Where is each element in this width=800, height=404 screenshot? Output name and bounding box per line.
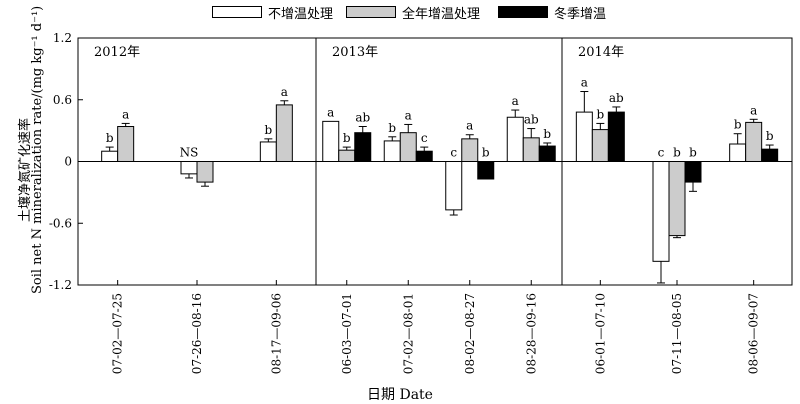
significance-label: b	[689, 146, 697, 160]
legend-swatch-unwarmed	[212, 6, 262, 18]
bar	[591, 129, 609, 163]
legend-swatch-yearround-warming	[346, 6, 396, 18]
significance-label: c	[450, 146, 457, 160]
bar	[354, 132, 372, 162]
significance-label: b	[343, 131, 351, 145]
bar	[338, 149, 356, 163]
significance-label: a	[281, 85, 288, 99]
x-tick-label: 07-11—08-05	[670, 293, 684, 374]
bar	[575, 111, 593, 162]
significance-label: NS	[180, 146, 199, 160]
x-tick-label: 07-26—08-16	[190, 293, 204, 374]
panel-year-label: 2012年	[94, 45, 140, 60]
bar	[275, 104, 293, 163]
bar	[383, 140, 401, 163]
significance-label: a	[405, 108, 412, 122]
legend-item-winter-warming: 冬季增温	[498, 4, 607, 22]
significance-label: b	[543, 127, 551, 141]
significance-label: c	[421, 131, 428, 145]
significance-label: b	[106, 131, 114, 145]
bar	[729, 143, 747, 162]
bar	[415, 150, 433, 162]
bar	[745, 121, 763, 163]
bar	[652, 161, 670, 262]
bar	[538, 145, 556, 162]
bar	[101, 150, 119, 162]
legend-swatch-winter-warming	[498, 6, 548, 18]
bar	[196, 161, 214, 183]
x-tick-label: 08-02—08-27	[463, 293, 477, 374]
x-tick-label: 07-02—07-25	[111, 293, 125, 374]
significance-label: b	[264, 123, 272, 137]
bar	[117, 126, 135, 162]
y-tick-label: -1.2	[49, 278, 72, 292]
significance-label: a	[122, 107, 129, 121]
significance-label: b	[734, 118, 742, 132]
bar	[668, 161, 686, 237]
significance-label: b	[596, 107, 604, 121]
panel-year-label: 2013年	[332, 45, 378, 60]
bar	[761, 148, 779, 162]
bar	[259, 141, 277, 162]
bar	[477, 161, 495, 180]
significance-label: ab	[355, 111, 370, 125]
significance-label: b	[766, 129, 774, 143]
significance-label: b	[388, 121, 396, 135]
y-tick-label: 1.2	[53, 31, 72, 45]
bar	[506, 116, 524, 162]
significance-label: b	[482, 146, 490, 160]
significance-label: a	[466, 119, 473, 133]
bar	[322, 120, 340, 163]
x-tick-label: 06-01—07-10	[593, 293, 607, 374]
legend-label-winter-warming: 冬季增温	[554, 6, 607, 22]
significance-label: ab	[609, 91, 624, 105]
panel-year-label: 2014年	[578, 45, 624, 60]
bar	[461, 138, 479, 163]
y-tick-label: 0	[64, 155, 72, 169]
bar	[684, 161, 702, 183]
x-tick-label: 07-02—08-01	[401, 293, 415, 374]
legend-item-yearround-warming: 全年增温处理	[346, 4, 481, 22]
x-tick-label: 08-17—09-06	[269, 293, 283, 374]
x-tick-label: 08-28—09-16	[524, 293, 538, 374]
significance-label: a	[750, 103, 757, 117]
bar	[399, 132, 417, 162]
legend-item-unwarmed: 不增温处理	[212, 4, 334, 22]
y-tick-label: 0.6	[53, 93, 72, 107]
bar	[180, 161, 198, 175]
significance-label: c	[658, 146, 665, 160]
significance-label: a	[512, 94, 519, 108]
x-axis-title: 日期 Date	[367, 387, 433, 403]
significance-label: a	[327, 105, 334, 119]
x-tick-label: 06-03—07-01	[340, 293, 354, 374]
x-tick-label: 08-06—09-07	[747, 293, 761, 374]
significance-label: ab	[524, 113, 539, 127]
bar	[522, 137, 540, 162]
significance-label: a	[581, 76, 588, 90]
significance-label: b	[673, 146, 681, 160]
y-tick-label: -0.6	[49, 216, 72, 230]
bar	[445, 161, 463, 211]
legend-label-yearround-warming: 全年增温处理	[402, 6, 481, 22]
bar	[607, 111, 625, 162]
legend-label-unwarmed: 不增温处理	[268, 6, 334, 22]
